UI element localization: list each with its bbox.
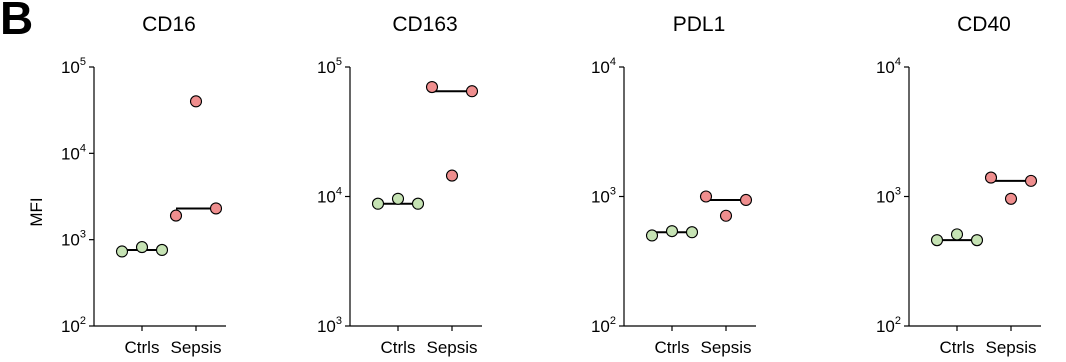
data-point [155, 243, 169, 257]
data-point [391, 192, 405, 205]
data-point [445, 169, 459, 182]
data-point [719, 209, 733, 222]
data-point [135, 241, 149, 254]
chart-title: CD163 [392, 13, 457, 36]
data-point [645, 229, 659, 242]
data-point [371, 197, 385, 210]
y-tick-label: 103 [61, 229, 86, 250]
x-tick-label: Sepsis [985, 338, 1036, 357]
x-tick-label: Ctrls [125, 338, 160, 357]
y-tick-label: 103 [591, 186, 616, 207]
x-tick-label: Sepsis [426, 338, 477, 357]
chart-panel-cd163: CD163 103 104 105 Ctrls Sepsis [317, 13, 482, 357]
chart-panel-pdl1: PDL1 102 103 104 Ctrls Sepsis [591, 13, 756, 357]
data-point [739, 193, 753, 207]
y-axis-label: MFI [27, 197, 46, 226]
data-point [115, 245, 129, 258]
chart-panel-cd40: CD40 102 103 104 Ctrls Sepsis [876, 13, 1041, 357]
data-point [930, 234, 944, 247]
y-tick-label: 104 [317, 186, 342, 207]
data-point [970, 234, 984, 247]
data-point [411, 197, 425, 210]
data-point [685, 226, 699, 239]
data-point [425, 81, 439, 94]
data-point [169, 209, 183, 222]
x-tick-label: Ctrls [655, 338, 690, 357]
y-tick-label: 102 [61, 315, 86, 336]
data-point [984, 171, 998, 184]
data-point [950, 228, 964, 241]
data-point [665, 225, 679, 238]
data-point [699, 190, 713, 203]
chart-panels: CD16 102 103 104 105 Ctrls Sepsis CD163 103 104 10… [61, 13, 1041, 357]
chart-title: CD16 [142, 13, 196, 36]
x-tick-label: Sepsis [170, 338, 221, 357]
data-point [1024, 174, 1038, 187]
chart-title: PDL1 [673, 13, 726, 36]
panel-letter: B [0, 0, 33, 44]
data-point [209, 202, 223, 215]
chart-panel-cd16: CD16 102 103 104 105 Ctrls Sepsis [61, 13, 226, 357]
y-tick-label: 104 [876, 56, 901, 77]
x-tick-label: Ctrls [940, 338, 975, 357]
y-tick-label: 104 [61, 142, 86, 163]
y-tick-label: 103 [876, 186, 901, 207]
y-tick-label: 105 [317, 56, 342, 77]
y-tick-label: 103 [317, 315, 342, 336]
y-tick-label: 102 [876, 315, 901, 336]
x-tick-label: Sepsis [700, 338, 751, 357]
data-point [1004, 192, 1018, 205]
x-tick-label: Ctrls [381, 338, 416, 357]
data-point [465, 85, 479, 98]
data-point [189, 95, 203, 108]
y-tick-label: 102 [591, 315, 616, 336]
y-tick-label: 104 [591, 56, 616, 77]
y-tick-label: 105 [61, 56, 86, 77]
chart-title: CD40 [957, 13, 1011, 36]
